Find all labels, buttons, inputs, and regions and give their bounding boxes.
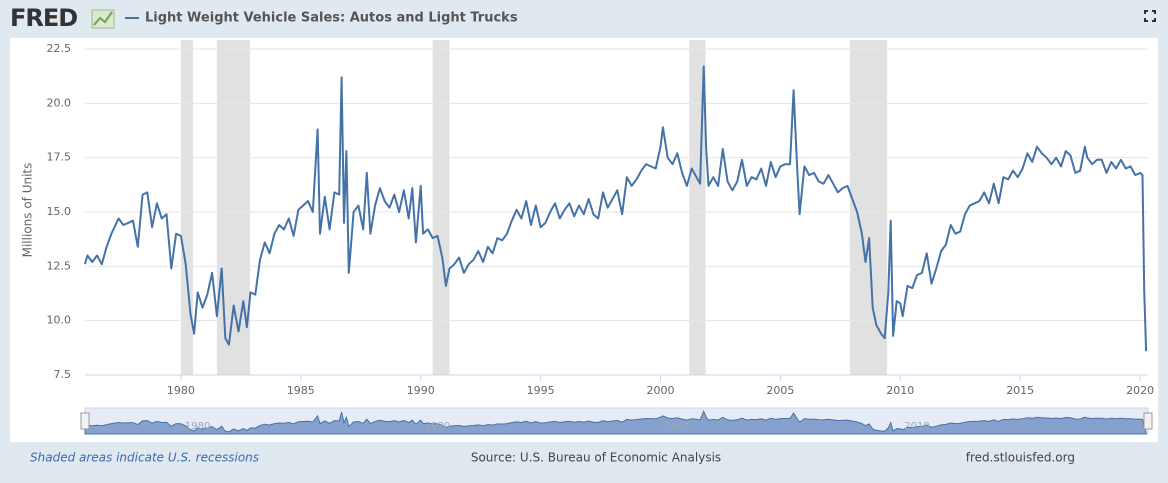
series-line [84,65,1148,352]
y-tick-label: 7.5 [54,368,72,381]
legend-label[interactable]: Light Weight Vehicle Sales: Autos and Li… [145,11,518,26]
logo: FRED [10,4,77,32]
fullscreen-icon[interactable] [1144,10,1156,22]
y-axis-label: Millions of Units [21,163,35,258]
y-tick-label: 12.5 [47,259,72,272]
source: Source: U.S. Bureau of Economic Analysis [471,451,721,465]
navigator-series [84,409,1147,435]
x-tick-label: 2015 [1006,384,1034,397]
logo-icon [91,9,115,29]
navigator-tick-label: 1990 [425,421,450,432]
y-tick-label: 15.0 [47,205,72,218]
recession-band [180,40,193,375]
navigator-handle[interactable] [1143,412,1153,430]
navigator-handle[interactable] [80,412,90,430]
recession-band [432,40,450,375]
x-tick-label: 1990 [407,384,435,397]
x-tick-label: 2020 [1126,384,1154,397]
x-tick-label: 1995 [527,384,555,397]
navigator-tick-label: 1980 [185,421,210,432]
x-tick-label: 1985 [287,384,315,397]
recession-note: Shaded areas indicate U.S. recessions [30,451,259,465]
y-tick-label: 22.5 [47,42,72,55]
y-tick-label: 10.0 [47,314,72,327]
navigator-tick-label: 2010 [904,421,929,432]
y-tick-label: 20.0 [47,96,72,109]
site-link[interactable]: fred.stlouisfed.org [966,451,1075,465]
x-tick-label: 2000 [647,384,675,397]
x-tick-label: 2005 [766,384,794,397]
navigator-tick-label: 2000 [665,421,690,432]
x-tick-label: 1980 [167,384,195,397]
x-tick-label: 2010 [886,384,914,397]
recession-band [216,40,250,375]
y-tick-label: 17.5 [47,151,72,164]
